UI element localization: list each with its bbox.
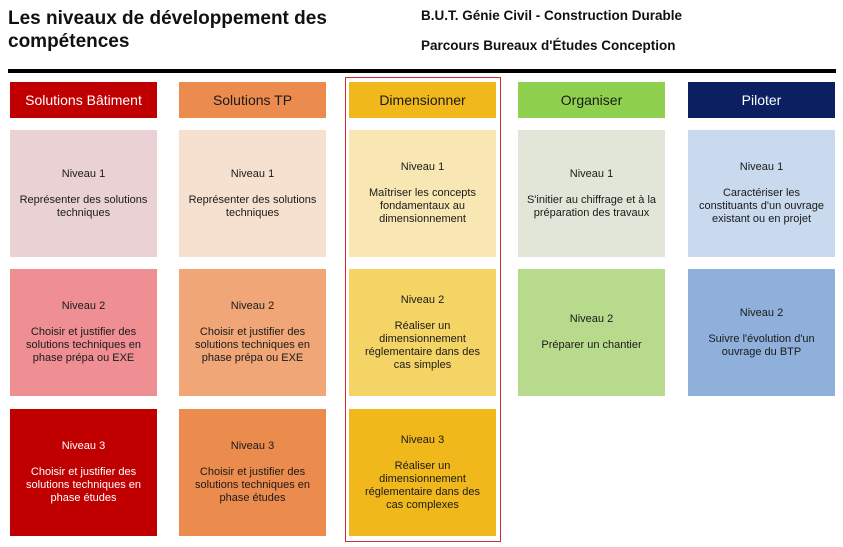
level-card: Niveau 3 Choisir et justifier des soluti… — [179, 409, 326, 536]
level-label: Niveau 1 — [61, 167, 106, 180]
level-card: Niveau 1 Maîtriser les concepts fondamen… — [349, 130, 496, 257]
program-name: B.U.T. Génie Civil - Construction Durabl… — [421, 8, 683, 23]
level-label: Niveau 2 — [230, 300, 275, 312]
level-card: Niveau 3 Choisir et justifier des soluti… — [10, 409, 157, 536]
level-description: Réaliser un dimensionnement réglementair… — [365, 319, 480, 371]
level-description: S'initier au chiffrage et à la préparati… — [526, 193, 657, 219]
level-label: Niveau 1 — [569, 167, 614, 180]
level-description: Préparer un chantier — [541, 339, 642, 351]
level-description: Suivre l'évolution d'un ouvrage du BTP — [708, 332, 815, 358]
title-divider — [8, 69, 836, 73]
column-header-solutions-batiment: Solutions Bâtiment — [10, 82, 157, 118]
level-description: Caractériser les constituants d'un ouvra… — [698, 187, 825, 225]
level-description: Représenter des solutions techniques — [19, 193, 148, 219]
level-label: Niveau 3 — [400, 433, 445, 446]
page-title: Les niveaux de développement des compéte… — [8, 8, 327, 52]
level-description: Choisir et justifier des solutions techn… — [195, 466, 310, 504]
level-label: Niveau 2 — [400, 293, 445, 306]
level-description: Choisir et justifier des solutions techn… — [26, 466, 141, 504]
level-label: Niveau 1 — [400, 161, 445, 173]
level-description: Réaliser un dimensionnement réglementair… — [365, 459, 480, 511]
level-card: Niveau 2 Préparer un chantier — [518, 269, 665, 396]
level-card: Niveau 2 Réaliser un dimensionnement rég… — [349, 269, 496, 396]
level-card: Niveau 2 Choisir et justifier des soluti… — [10, 269, 157, 396]
level-card: Niveau 2 Choisir et justifier des soluti… — [179, 269, 326, 396]
column-header-organiser: Organiser — [518, 82, 665, 118]
level-description: Représenter des solutions techniques — [188, 193, 317, 219]
level-card: Niveau 3 Réaliser un dimensionnement rég… — [349, 409, 496, 536]
level-label: Niveau 1 — [230, 167, 275, 180]
track-name: Parcours Bureaux d'Études Conception — [421, 38, 676, 53]
level-label: Niveau 2 — [61, 300, 106, 312]
column-header-solutions-tp: Solutions TP — [179, 82, 326, 118]
level-card: Niveau 1 Représenter des solutions techn… — [179, 130, 326, 257]
column-header-dimensionner: Dimensionner — [349, 82, 496, 118]
level-card: Niveau 1 Caractériser les constituants d… — [688, 130, 835, 257]
column-header-piloter: Piloter — [688, 82, 835, 118]
level-description: Choisir et justifier des solutions techn… — [26, 326, 141, 364]
level-label: Niveau 3 — [230, 440, 275, 452]
level-description: Maîtriser les concepts fondamentaux au d… — [369, 187, 476, 225]
dimensionner-highlight-frame — [345, 77, 501, 542]
level-card: Niveau 1 Représenter des solutions techn… — [10, 130, 157, 257]
level-card: Niveau 2 Suivre l'évolution d'un ouvrage… — [688, 269, 835, 396]
level-label: Niveau 2 — [569, 313, 614, 325]
level-card: Niveau 1 S'initier au chiffrage et à la … — [518, 130, 665, 257]
level-description: Choisir et justifier des solutions techn… — [195, 326, 310, 364]
level-label: Niveau 2 — [739, 306, 784, 319]
level-label: Niveau 3 — [61, 440, 106, 452]
level-label: Niveau 1 — [739, 161, 784, 173]
